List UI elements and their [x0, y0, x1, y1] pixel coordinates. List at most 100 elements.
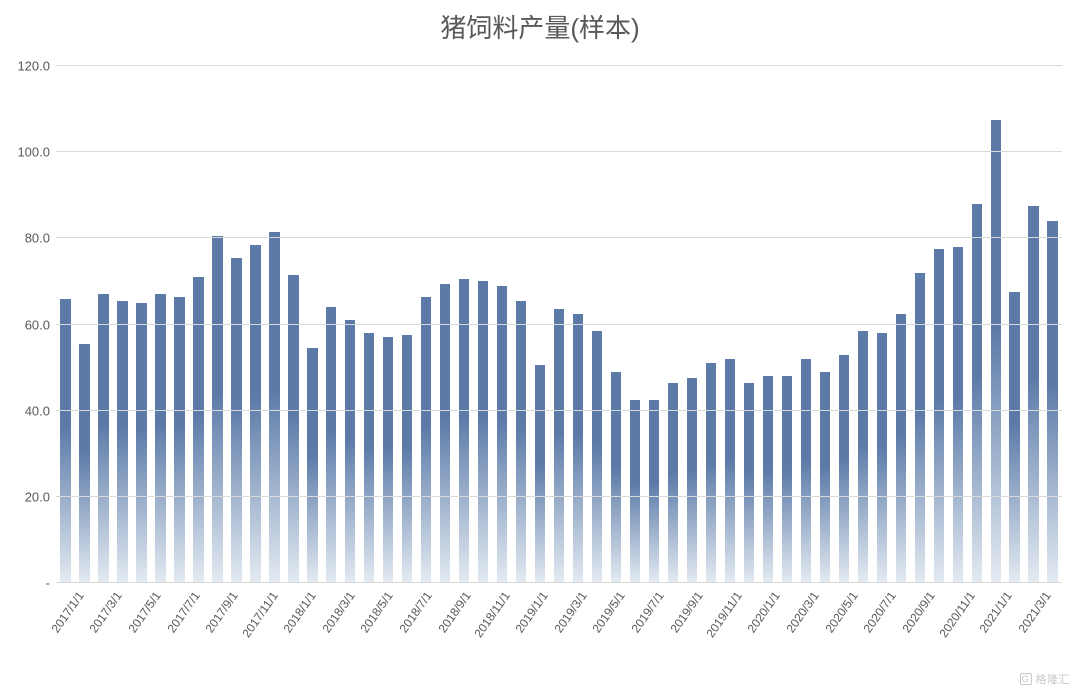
bar-slot [265, 66, 284, 583]
gridline [56, 410, 1062, 411]
bar-slot [322, 66, 341, 583]
gridline [56, 324, 1062, 325]
bar-slot [531, 66, 550, 583]
bar [991, 120, 1001, 583]
x-tick-label: 2019/1/1 [513, 589, 551, 635]
bar [345, 320, 355, 583]
bar-slot [417, 66, 436, 583]
bar-slot [208, 66, 227, 583]
bar-slot [512, 66, 531, 583]
bar-slot [94, 66, 113, 583]
bar [497, 286, 507, 583]
bar [877, 333, 887, 583]
bar-slot [284, 66, 303, 583]
bar [535, 365, 545, 583]
bar-slot [626, 66, 645, 583]
bar-slot [588, 66, 607, 583]
bar-slot [1024, 66, 1043, 583]
x-tick-label: 2018/9/1 [435, 589, 473, 635]
x-tick-label: 2019/5/1 [590, 589, 628, 635]
x-tick-label: 2020/1/1 [745, 589, 783, 635]
x-axis-labels: 2017/1/12017/3/12017/5/12017/7/12017/9/1… [56, 583, 1062, 693]
bar [668, 383, 678, 583]
x-tick-label: 2020/11/1 [936, 589, 978, 640]
bar [839, 355, 849, 583]
x-tick-label: 2019/11/1 [704, 589, 746, 640]
bar-slot [720, 66, 739, 583]
gridline [56, 496, 1062, 497]
y-tick-label: 80.0 [25, 231, 50, 246]
bar-slot [455, 66, 474, 583]
bar-slot [891, 66, 910, 583]
bar-slot [758, 66, 777, 583]
bar-slot [739, 66, 758, 583]
bar [288, 275, 298, 583]
watermark-text: 格隆汇 [1036, 671, 1071, 687]
bar-slot [607, 66, 626, 583]
bar-slot [436, 66, 455, 583]
bar [459, 279, 469, 583]
bar-slot [550, 66, 569, 583]
bar-slot [701, 66, 720, 583]
gridline [56, 151, 1062, 152]
x-tick-label: 2018/11/1 [472, 589, 514, 640]
bar-slot [986, 66, 1005, 583]
bar [592, 331, 602, 583]
y-tick-label: 60.0 [25, 317, 50, 332]
bar-slot [132, 66, 151, 583]
bar [231, 258, 241, 583]
bar-slot [967, 66, 986, 583]
plot-area: -20.040.060.080.0100.0120.0 [56, 66, 1062, 583]
bar-slot [151, 66, 170, 583]
bar [60, 299, 70, 583]
x-tick-label: 2019/3/1 [551, 589, 589, 635]
x-tick-label: 2020/5/1 [822, 589, 860, 635]
bar-slot [645, 66, 664, 583]
x-tick-label: 2018/3/1 [319, 589, 357, 635]
x-tick-label: 2021/1/1 [977, 589, 1015, 635]
bar [421, 297, 431, 584]
bar-slot [834, 66, 853, 583]
bar-slot [303, 66, 322, 583]
bar [763, 376, 773, 583]
bar [554, 309, 564, 583]
bar-slot [682, 66, 701, 583]
bar-slot [853, 66, 872, 583]
bar [706, 363, 716, 583]
y-tick-label: 40.0 [25, 403, 50, 418]
bar-slot [815, 66, 834, 583]
bar-slot [189, 66, 208, 583]
bar [307, 348, 317, 583]
x-tick-label: 2018/1/1 [280, 589, 318, 635]
y-tick-label: 100.0 [17, 145, 50, 160]
bar [972, 204, 982, 583]
bar [136, 303, 146, 583]
bar-slot [341, 66, 360, 583]
bar-slot [1005, 66, 1024, 583]
x-tick-label: 2019/7/1 [629, 589, 667, 635]
bar [1047, 221, 1057, 583]
bar-slot [474, 66, 493, 583]
bar [953, 247, 963, 583]
bar [820, 372, 830, 583]
bar [155, 294, 165, 583]
gridline [56, 65, 1062, 66]
bar [117, 301, 127, 583]
bar [383, 337, 393, 583]
bar-slot [1043, 66, 1062, 583]
y-tick-label: 20.0 [25, 489, 50, 504]
bar [934, 249, 944, 583]
gridline [56, 237, 1062, 238]
x-tick-label: 2017/9/1 [203, 589, 241, 635]
bar [269, 232, 279, 583]
watermark-icon: G [1020, 673, 1032, 685]
bar [402, 335, 412, 583]
bar-slot [872, 66, 891, 583]
bar-chart: 猪饲料产量(样本) -20.040.060.080.0100.0120.0 20… [0, 0, 1080, 693]
bar-slot [948, 66, 967, 583]
bar-slot [569, 66, 588, 583]
x-tick-label: 2018/5/1 [358, 589, 396, 635]
bar-slot [777, 66, 796, 583]
bar [516, 301, 526, 583]
bar-slot [910, 66, 929, 583]
